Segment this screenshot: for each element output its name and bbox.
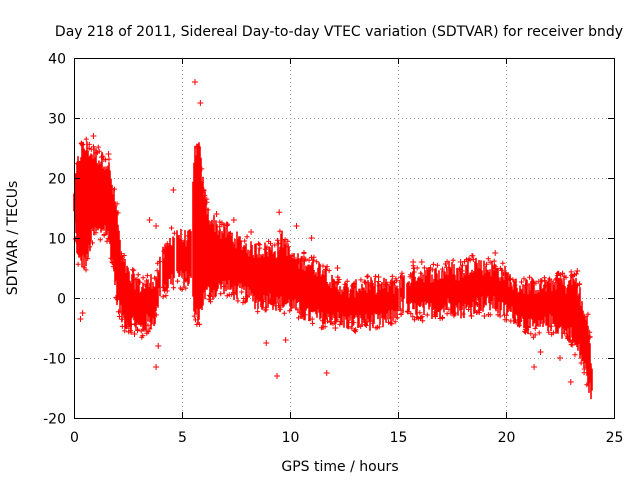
sdtvar-point [308,235,315,241]
sdtvar-point [557,355,563,361]
sdtvar-point [224,235,231,241]
sdtvar-point [537,349,544,355]
y-tick-label: 10 [48,232,66,248]
sdtvar-point [332,325,339,331]
x-axis-label: GPS time / hours [281,459,398,475]
y-tick-label: 20 [48,172,66,188]
sdtvar-point [276,209,283,216]
y-tick-label: 30 [48,112,66,128]
sdtvar-edge-markers [73,136,593,388]
y-tick-label: -10 [43,352,66,368]
x-tick-label: 0 [70,430,79,446]
sdtvar-point [375,274,382,280]
chart-title: Day 218 of 2011, Sidereal Day-to-day VTE… [55,24,623,40]
axis-ticks: 0 5 10 15 20 25 -20 -10 0 10 20 30 40 [43,52,623,447]
y-axis-label: SDTVAR / TECUs [5,181,21,296]
sdtvar-point [492,250,499,256]
y-tick-label: -20 [43,412,66,428]
sdtvar-point [282,337,289,343]
sdtvar-point [427,265,434,271]
sdtvar-point [323,370,330,376]
sdtvar-point [170,187,177,193]
grid-lines [74,58,614,418]
sdtvar-point [248,229,255,235]
sdtvar-point [531,364,538,370]
sdtvar-point [191,79,198,85]
sdtvar-point [334,265,341,271]
y-tick-label: 0 [57,292,66,308]
sdtvar-point [293,223,300,229]
sdtvar-point [105,151,112,157]
sdtvar-point [146,217,153,223]
sdtvar-point [90,133,97,139]
sdtvar-point [574,268,581,274]
sdtvar-point [468,313,475,319]
sdtvar-point [418,259,425,265]
sdtvar-point [410,259,417,265]
x-tick-label: 25 [606,430,624,446]
y-tick-label: 40 [48,52,66,68]
sdtvar-point [79,310,86,316]
sdtvar-point [274,373,281,379]
x-tick-label: 5 [178,430,187,446]
sdtvar-point [263,340,270,346]
sdtvar-point [77,316,84,322]
sdtvar-point [131,331,138,337]
x-tick-label: 15 [390,430,408,446]
sdtvar-point [481,313,488,319]
sdtvar-point [197,100,204,106]
sdtvar-point [213,211,220,217]
sdtvar-point [362,319,369,325]
sdtvar-point [230,217,237,223]
x-tick-label: 10 [282,430,300,446]
sdtvar-point [552,277,559,283]
sdtvar-point [567,379,574,385]
sdtvar-point [153,364,160,370]
sdtvar-point [155,343,162,349]
sdtvar-point [457,259,464,265]
x-tick-label: 20 [498,430,516,446]
sdtvar-point [153,223,160,229]
